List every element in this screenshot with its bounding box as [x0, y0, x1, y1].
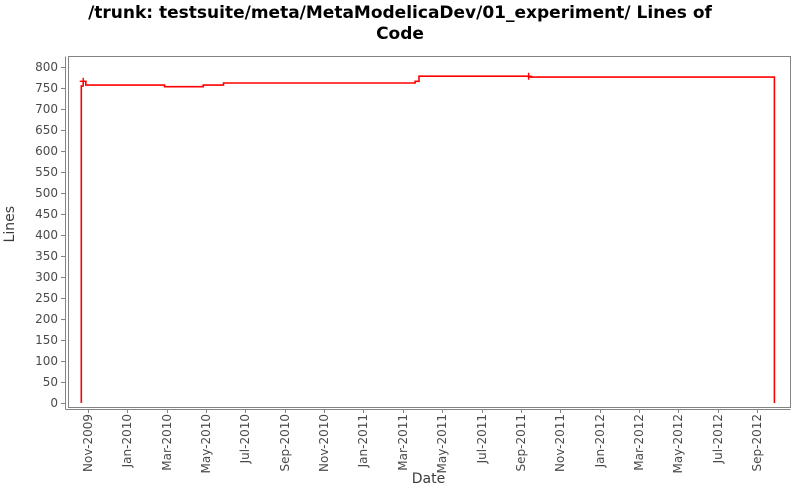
y-tick-label: 300	[35, 270, 58, 284]
y-tick-label: 600	[35, 144, 58, 158]
x-tick-label: May-2010	[198, 414, 213, 474]
y-tick-label: 50	[42, 375, 58, 389]
y-tick-label: 750	[35, 81, 58, 95]
y-tick-label: 450	[35, 207, 58, 221]
x-tick-label: Jul-2011	[474, 414, 489, 464]
y-tick-label: 150	[35, 333, 58, 347]
chart-title-line2: Code	[376, 24, 424, 44]
y-tick-label: 100	[35, 354, 58, 368]
y-tick-label: 650	[35, 123, 58, 137]
chart-title: /trunk: testsuite/meta/MetaModelicaDev/0…	[0, 3, 800, 45]
x-tick-label: Sep-2012	[749, 414, 764, 472]
x-tick-label: Nov-2009	[80, 414, 95, 472]
y-tick-label: 0	[50, 396, 58, 410]
y-tick-label: 200	[35, 312, 58, 326]
x-tick-label: Sep-2010	[277, 414, 292, 472]
x-tick-label: May-2012	[670, 414, 685, 474]
chart-title-line1: /trunk: testsuite/meta/MetaModelicaDev/0…	[88, 3, 712, 23]
x-tick-label: Jan-2011	[355, 414, 370, 468]
x-tick-label: Mar-2012	[631, 414, 646, 471]
y-tick-label: 350	[35, 249, 58, 263]
x-tick-label: Jul-2012	[710, 414, 725, 464]
plot-area-border	[68, 56, 791, 408]
y-tick-label: 250	[35, 291, 58, 305]
y-axis-title: Lines	[2, 206, 18, 243]
x-tick-label: Nov-2010	[316, 414, 331, 472]
x-tick-label: Mar-2010	[159, 414, 174, 471]
x-tick-label: Jan-2012	[592, 414, 607, 468]
x-tick-label: Jul-2010	[237, 414, 252, 464]
y-tick-label: 500	[35, 186, 58, 200]
x-tick-label: Nov-2011	[552, 414, 567, 472]
x-axis-title: Date	[411, 471, 446, 487]
x-tick-label: Jan-2010	[119, 414, 134, 468]
y-tick-label: 400	[35, 228, 58, 242]
x-tick-label: Sep-2011	[513, 414, 528, 472]
y-tick-label: 550	[35, 165, 58, 179]
y-tick-label: 700	[35, 102, 58, 116]
x-tick-label: May-2011	[434, 414, 449, 474]
loc-series-line	[80, 75, 776, 403]
x-tick-label: Mar-2011	[395, 414, 410, 471]
y-tick-label: 800	[35, 60, 58, 74]
